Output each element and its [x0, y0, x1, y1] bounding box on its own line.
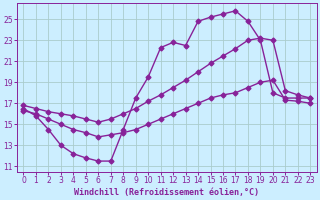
X-axis label: Windchill (Refroidissement éolien,°C): Windchill (Refroidissement éolien,°C)	[74, 188, 260, 197]
